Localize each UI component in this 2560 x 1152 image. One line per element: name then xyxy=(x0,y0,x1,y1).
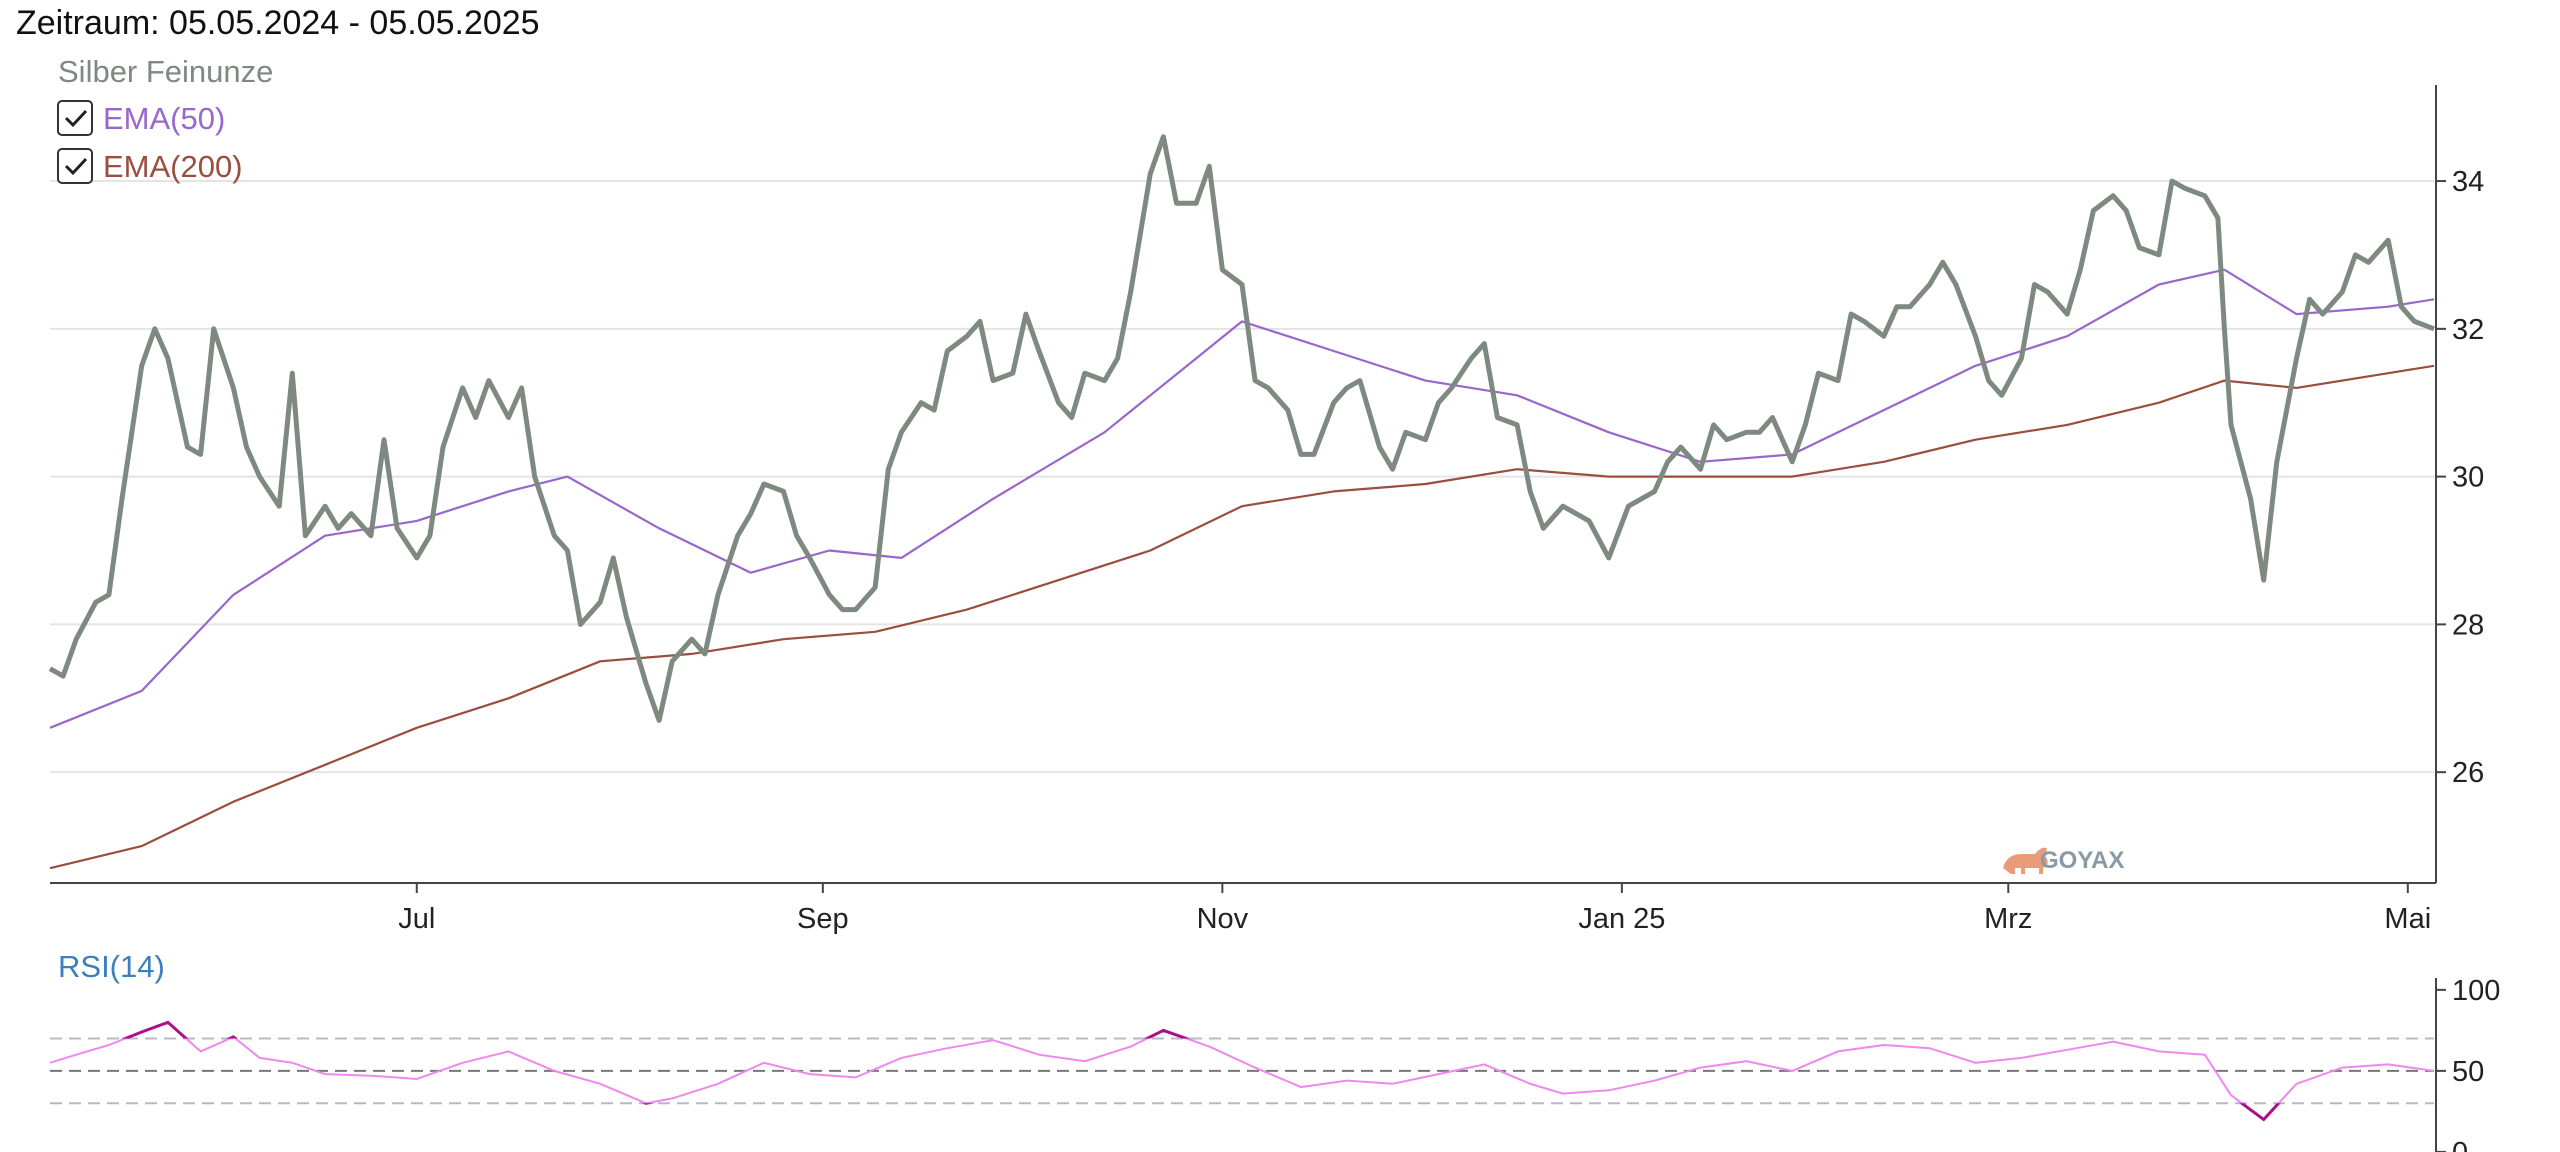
rsi-y-tick-label: 0 xyxy=(2452,1137,2468,1152)
rsi-y-tick-50: 50 xyxy=(2436,1056,2484,1088)
legend: Silber Feinunze EMA(50) EMA(200) xyxy=(57,54,273,184)
legend-item-ema200[interactable]: EMA(200) xyxy=(57,148,243,184)
rsi-line xyxy=(49,1021,2435,1121)
y-tick-26: 26 xyxy=(2436,757,2484,789)
rsi-y-tick-label: 100 xyxy=(2452,975,2500,1007)
series-line-price xyxy=(48,134,2435,723)
y-tick-34: 34 xyxy=(2436,166,2484,198)
x-tick-label: Nov xyxy=(1197,903,1249,935)
x-tick-2024-11-01: Nov xyxy=(1197,883,1249,935)
legend-label-price: Silber Feinunze xyxy=(58,54,273,89)
series-line-ema50 xyxy=(49,268,2435,729)
price-axes: 26 28 30 32 34 Jul Sep Nov Jan 25 Mrz Mai xyxy=(50,85,2484,935)
y-tick-label: 32 xyxy=(2452,314,2484,346)
rsi-title: RSI(14) xyxy=(58,949,165,984)
rsi-oversold-segments xyxy=(642,1103,2281,1122)
rsi-y-tick-0: 0 xyxy=(2436,1137,2468,1152)
price-series-group xyxy=(48,134,2435,870)
y-tick-label: 26 xyxy=(2452,757,2484,789)
x-tick-label: Jan 25 xyxy=(1578,903,1665,935)
x-tick-2025-03-01: Mrz xyxy=(1984,883,2032,935)
x-tick-2024-09-01: Sep xyxy=(797,883,849,935)
x-tick-label: Jul xyxy=(398,903,435,935)
y-tick-30: 30 xyxy=(2436,462,2484,494)
legend-checkbox[interactable] xyxy=(57,100,93,136)
legend-checkbox[interactable] xyxy=(57,148,93,184)
x-tick-2025-01-01: Jan 25 xyxy=(1578,883,1665,935)
x-tick-label: Mrz xyxy=(1984,903,2032,935)
bull-logo-icon xyxy=(2003,847,2048,874)
x-tick-2024-07-01: Jul xyxy=(398,883,435,935)
y-tick-28: 28 xyxy=(2436,609,2484,641)
y-tick-label: 28 xyxy=(2452,609,2484,641)
series-line-ema200 xyxy=(49,364,2435,870)
period-label: Zeitraum: 05.05.2024 - 05.05.2025 xyxy=(16,4,540,42)
legend-item-ema50[interactable]: EMA(50) xyxy=(57,100,225,136)
check-icon xyxy=(64,109,88,128)
rsi-y-tick-label: 50 xyxy=(2452,1056,2484,1088)
rsi-overbought-segments xyxy=(121,1020,1191,1039)
watermark: GOYAX xyxy=(2003,847,2124,874)
x-tick-label: Mai xyxy=(2384,903,2431,935)
x-tick-label: Sep xyxy=(797,903,849,935)
y-tick-label: 34 xyxy=(2452,166,2484,198)
y-tick-32: 32 xyxy=(2436,314,2484,346)
rsi-y-tick-100: 100 xyxy=(2436,975,2500,1007)
watermark-text: GOYAX xyxy=(2040,847,2124,874)
legend-label: EMA(200) xyxy=(103,149,243,184)
price-gridlines xyxy=(50,180,2434,774)
rsi-panel: RSI(14) 0 50 100 xyxy=(49,949,2500,1152)
check-icon xyxy=(64,157,88,176)
legend-label: EMA(50) xyxy=(103,101,225,136)
x-tick-2025-05-01: Mai xyxy=(2384,883,2431,935)
y-tick-label: 30 xyxy=(2452,462,2484,494)
